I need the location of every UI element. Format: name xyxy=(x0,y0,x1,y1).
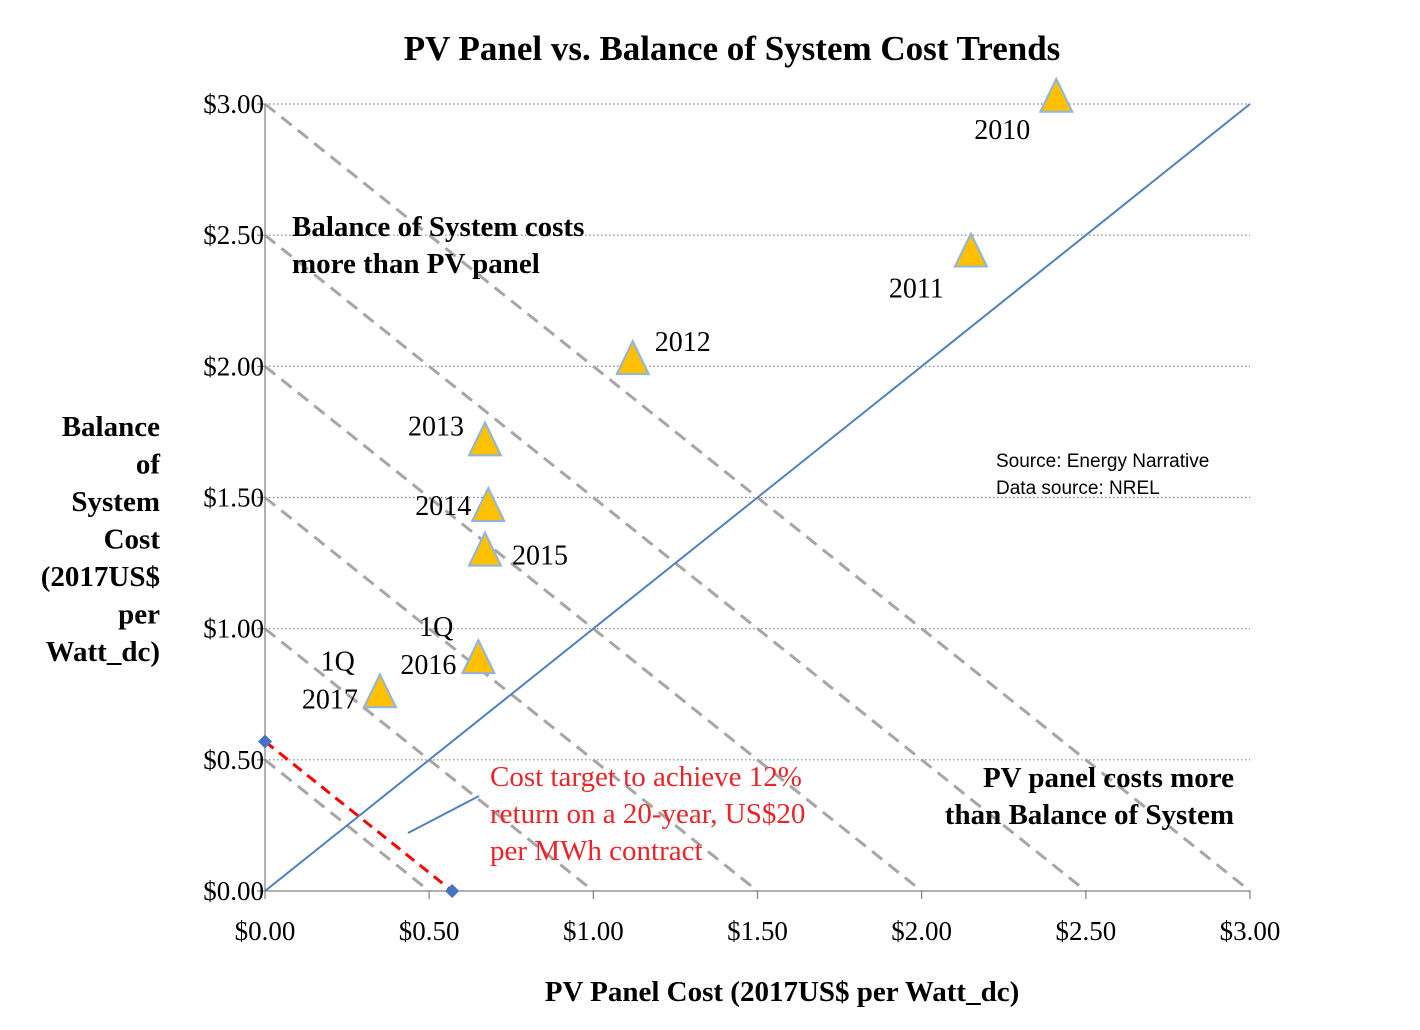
data-point-label: 2013 xyxy=(408,411,464,442)
data-point-label: 2010 xyxy=(974,115,1030,146)
data-point-label: 2017 xyxy=(302,684,358,715)
x-tick-label: $2.00 xyxy=(891,916,952,946)
data-point-label: 1Q xyxy=(321,646,355,677)
x-tick-label: $2.50 xyxy=(1055,916,1116,946)
target-note: per MWh contract xyxy=(490,835,703,867)
source-note: Source: Energy Narrative xyxy=(996,451,1209,472)
y-tick-label: $0.00 xyxy=(203,876,264,906)
data-point-label: 2014 xyxy=(415,491,471,522)
chart-text: 2010 2011 2012 2013 2014 2015 1Q 2016 1Q 2017 PV P… xyxy=(41,29,1234,1008)
axes: $0.00 $0.50 $1.00 $1.50 $2.00 $2.50 $3.00 $0.00… xyxy=(203,89,1280,946)
data-point-label: 2016 xyxy=(400,650,456,681)
y-axis-label: (2017US$ xyxy=(41,561,160,593)
data-point-marker xyxy=(362,671,398,709)
x-tick-label: $1.00 xyxy=(563,916,624,946)
x-tick-label: $1.50 xyxy=(727,916,788,946)
y-tick-label: $2.00 xyxy=(203,351,264,381)
x-tick-label: $0.00 xyxy=(235,916,296,946)
y-tick-label: $1.50 xyxy=(203,483,264,513)
y-tick-label: $1.00 xyxy=(203,614,264,644)
y-axis-label: of xyxy=(136,449,161,481)
target-endpoint-marker xyxy=(258,734,272,749)
y-axis-label: Cost xyxy=(104,524,161,556)
data-point-marker xyxy=(615,338,651,376)
y-tick-label: $2.50 xyxy=(203,220,264,250)
upper-region-note: more than PV panel xyxy=(292,248,540,280)
data-point-label: 2015 xyxy=(512,541,568,572)
series xyxy=(258,76,1251,898)
upper-region-note: Balance of System costs xyxy=(292,211,584,243)
data-point-marker xyxy=(470,485,506,522)
x-tick-label: $3.00 xyxy=(1220,916,1281,946)
target-note: return on a 20-year, US$20 xyxy=(490,798,805,830)
y-axis-label: Balance xyxy=(62,411,160,443)
source-note: Data source: NREL xyxy=(996,478,1160,499)
y-tick-label: $0.50 xyxy=(203,745,264,775)
data-point-marker xyxy=(467,530,503,567)
data-point-label: 2012 xyxy=(655,327,711,358)
data-point-label: 1Q xyxy=(419,612,453,643)
data-point-marker xyxy=(467,420,503,457)
x-axis-label: PV Panel Cost (2017US$ per Watt_dc) xyxy=(545,976,1019,1008)
data-point-label: 2011 xyxy=(889,274,944,305)
target-endpoint-marker xyxy=(445,884,460,898)
chart-title: PV Panel vs. Balance of System Cost Tren… xyxy=(404,29,1061,68)
target-annotation-pointer xyxy=(407,795,480,834)
y-axis-label: System xyxy=(71,486,160,518)
y-axis-label: Watt_dc) xyxy=(46,636,160,668)
equal-cost-line xyxy=(264,103,1251,892)
y-tick-label: $3.00 xyxy=(203,89,264,119)
data-point-marker xyxy=(1038,76,1074,113)
target-note: Cost target to achieve 12% xyxy=(490,761,802,793)
lower-region-note: than Balance of System xyxy=(945,799,1234,831)
y-axis-label: per xyxy=(118,599,160,631)
data-point-marker xyxy=(953,231,989,268)
lower-region-note: PV panel costs more xyxy=(983,762,1234,794)
target-cost-line xyxy=(264,740,454,893)
x-tick-label: $0.50 xyxy=(399,916,460,946)
data-point-marker xyxy=(460,637,497,675)
